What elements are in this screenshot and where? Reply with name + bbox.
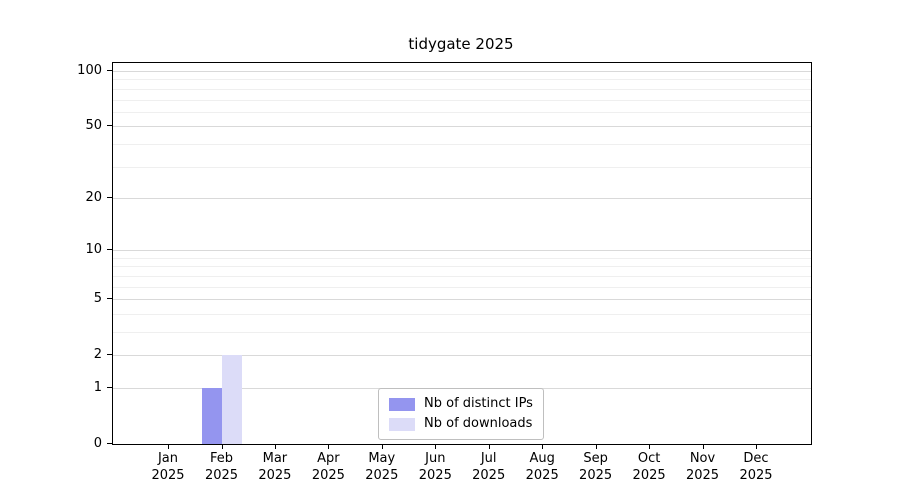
- major-gridline: [113, 126, 811, 128]
- x-tick-mark: [328, 445, 330, 449]
- chart-title: tidygate 2025: [408, 35, 514, 53]
- y-tick-mark: [107, 443, 112, 444]
- x-tick-mark: [435, 445, 437, 449]
- minor-gridline: [113, 88, 811, 90]
- legend-item-downloads: Nb of downloads: [389, 417, 533, 431]
- minor-gridline: [113, 111, 811, 113]
- x-tick-label: Jan 2025: [151, 451, 185, 483]
- y-tick-mark: [107, 125, 112, 127]
- x-tick-mark: [168, 445, 169, 449]
- legend: Nb of distinct IPs Nb of downloads: [378, 388, 544, 440]
- y-tick-label: 20: [85, 189, 102, 205]
- y-tick-label: 0: [93, 436, 102, 451]
- bar-distinct-ips: [201, 388, 222, 444]
- x-tick-label: Aug 2025: [525, 451, 559, 483]
- x-tick-label: Jul 2025: [472, 451, 506, 483]
- minor-gridline: [113, 257, 811, 259]
- y-tick-mark: [107, 70, 112, 71]
- x-tick-label: May 2025: [365, 451, 399, 483]
- x-tick-label: Oct 2025: [632, 451, 666, 483]
- y-tick-label: 50: [85, 118, 102, 134]
- plot-area: Nb of distinct IPs Nb of downloads: [112, 62, 812, 445]
- minor-gridline: [113, 332, 811, 333]
- y-tick-label: 5: [93, 291, 102, 307]
- minor-gridline: [113, 166, 811, 168]
- y-tick-mark: [107, 354, 112, 356]
- x-tick-label: Apr 2025: [311, 451, 345, 483]
- x-tick-mark: [649, 445, 651, 449]
- y-tick-label: 2: [93, 347, 102, 363]
- legend-swatch-distinct-ips: [389, 397, 415, 411]
- x-tick-mark: [488, 445, 490, 449]
- minor-gridline: [113, 99, 811, 101]
- x-tick-label: Jun 2025: [418, 451, 452, 483]
- y-tick-mark: [107, 249, 112, 251]
- y-tick-mark: [107, 387, 112, 388]
- minor-gridline: [113, 143, 811, 145]
- x-tick-mark: [274, 445, 276, 449]
- bar-downloads: [221, 355, 242, 444]
- minor-gridline: [113, 275, 811, 277]
- y-tick-mark: [107, 298, 112, 300]
- y-tick-label: 1: [93, 380, 102, 395]
- minor-gridline: [113, 286, 811, 288]
- x-tick-label: Nov 2025: [685, 451, 720, 483]
- major-gridline: [113, 197, 811, 199]
- y-tick-label: 100: [77, 63, 102, 78]
- y-tick-mark: [107, 196, 112, 198]
- x-tick-label: Feb 2025: [204, 451, 239, 483]
- x-tick-mark: [381, 445, 383, 449]
- legend-item-distinct-ips: Nb of distinct IPs: [389, 397, 533, 411]
- x-tick-mark: [221, 445, 223, 449]
- legend-swatch-downloads: [389, 417, 415, 431]
- y-tick-label: 10: [85, 242, 102, 258]
- x-tick-mark: [756, 445, 757, 449]
- x-tick-mark: [542, 445, 544, 449]
- x-tick-label: Sep 2025: [579, 451, 613, 483]
- major-gridline: [113, 250, 811, 252]
- major-gridline: [113, 71, 811, 72]
- minor-gridline: [113, 266, 811, 268]
- minor-gridline: [113, 313, 811, 315]
- legend-label-distinct-ips: Nb of distinct IPs: [424, 396, 533, 411]
- minor-gridline: [113, 79, 811, 81]
- x-tick-label: Mar 2025: [258, 451, 292, 483]
- x-tick-mark: [702, 445, 704, 449]
- major-gridline: [113, 355, 811, 357]
- major-gridline: [113, 299, 811, 301]
- legend-label-downloads: Nb of downloads: [424, 416, 533, 431]
- x-tick-label: Dec 2025: [739, 451, 773, 483]
- x-tick-mark: [595, 445, 597, 449]
